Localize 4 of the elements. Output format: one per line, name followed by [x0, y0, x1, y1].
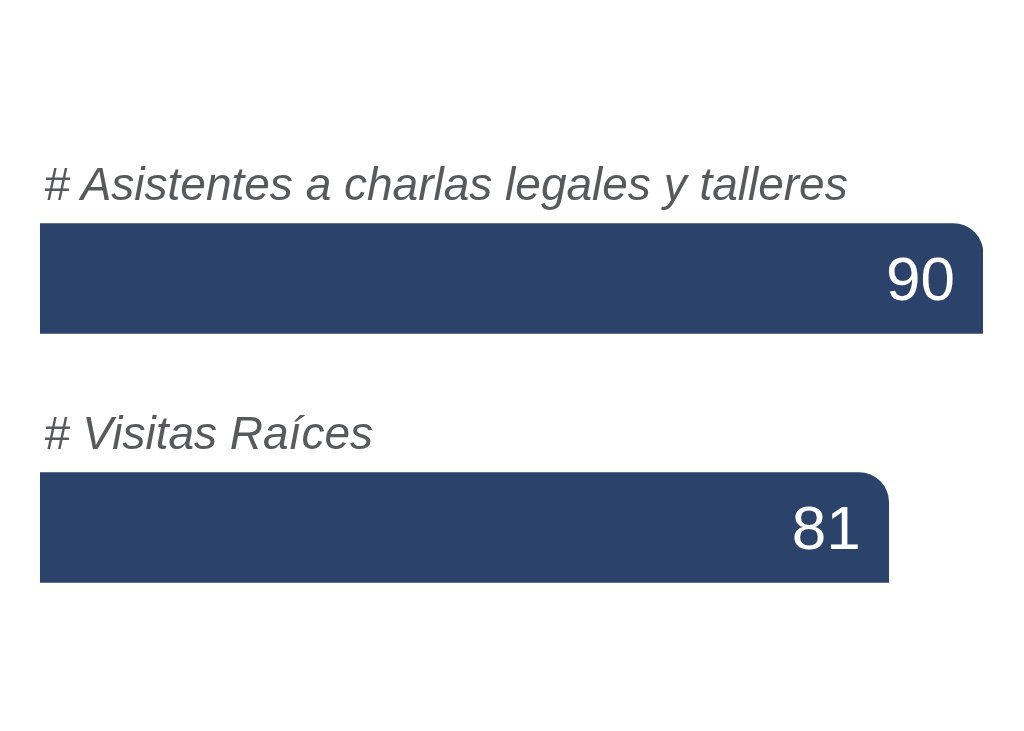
- y-tick-label: # Visitas Raíces: [44, 406, 373, 459]
- data-label: 90: [886, 243, 955, 313]
- data-label: 81: [791, 492, 861, 562]
- y-tick-label: # Asistentes a charlas legales y talleres: [44, 157, 848, 210]
